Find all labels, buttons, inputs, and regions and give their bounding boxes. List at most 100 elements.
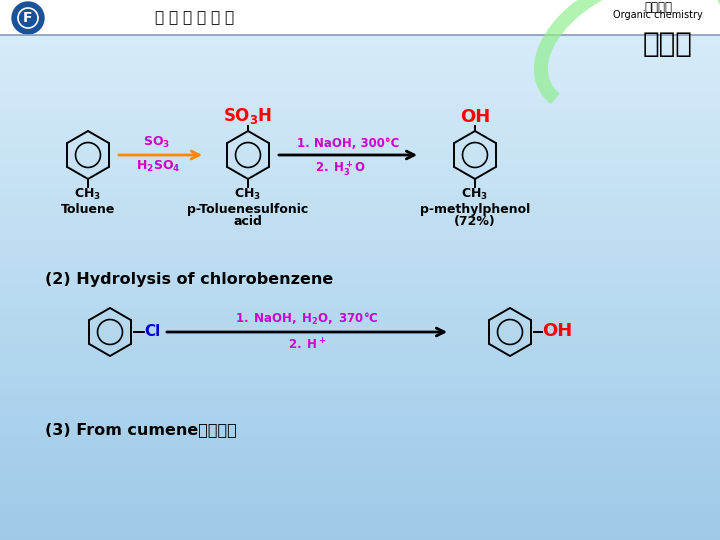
Bar — [0, 344, 720, 345]
Bar — [0, 1, 720, 2]
Bar — [0, 471, 720, 472]
Bar — [0, 235, 720, 236]
Bar — [0, 190, 720, 191]
Bar — [0, 145, 720, 146]
Bar — [0, 150, 720, 151]
Bar — [0, 463, 720, 464]
Bar — [0, 41, 720, 42]
Bar — [0, 398, 720, 399]
Bar — [0, 229, 720, 230]
Bar — [0, 343, 720, 344]
Bar — [0, 106, 720, 107]
Bar — [0, 7, 720, 8]
Bar — [0, 117, 720, 118]
Bar — [0, 23, 720, 24]
Bar — [0, 294, 720, 295]
Bar — [0, 3, 720, 4]
Bar — [0, 368, 720, 369]
Bar — [0, 126, 720, 127]
Bar — [0, 475, 720, 476]
Bar — [0, 532, 720, 533]
Bar — [0, 432, 720, 433]
Bar — [0, 47, 720, 48]
Bar — [0, 459, 720, 460]
Bar — [0, 4, 720, 5]
Bar — [0, 427, 720, 428]
Bar — [0, 253, 720, 254]
Bar — [0, 467, 720, 468]
Bar — [0, 19, 720, 20]
Bar — [0, 349, 720, 350]
Bar — [0, 29, 720, 30]
Bar — [0, 375, 720, 376]
Bar — [0, 49, 720, 50]
Bar — [0, 78, 720, 79]
Bar — [0, 479, 720, 480]
Bar — [0, 377, 720, 378]
Bar — [0, 9, 720, 10]
Bar — [0, 86, 720, 87]
Bar — [0, 485, 720, 486]
Bar — [0, 386, 720, 387]
Bar — [0, 518, 720, 519]
Bar — [0, 426, 720, 427]
Bar — [0, 127, 720, 128]
Bar — [0, 290, 720, 291]
Bar — [0, 99, 720, 100]
Bar — [0, 262, 720, 263]
Bar — [0, 133, 720, 134]
Bar — [0, 198, 720, 199]
Bar — [0, 250, 720, 251]
Bar — [0, 81, 720, 82]
Bar — [0, 378, 720, 379]
Bar — [0, 382, 720, 383]
Text: (72%): (72%) — [454, 215, 496, 228]
Bar — [0, 160, 720, 161]
Bar — [0, 0, 720, 1]
Bar — [0, 397, 720, 398]
Bar — [0, 312, 720, 313]
Bar — [0, 293, 720, 294]
Bar — [0, 69, 720, 70]
Bar — [0, 466, 720, 467]
Bar — [0, 446, 720, 447]
Bar — [0, 176, 720, 177]
Bar — [0, 243, 720, 244]
Bar — [0, 329, 720, 330]
Text: p-Toluenesulfonic: p-Toluenesulfonic — [187, 203, 309, 216]
Bar — [0, 440, 720, 441]
Bar — [0, 214, 720, 215]
Text: $\mathregular{2.\ H^+}$: $\mathregular{2.\ H^+}$ — [288, 337, 326, 352]
Bar — [0, 173, 720, 174]
Bar — [0, 111, 720, 112]
Bar — [0, 200, 720, 201]
Bar — [0, 420, 720, 421]
Bar — [0, 203, 720, 204]
Bar — [0, 217, 720, 218]
Bar — [0, 295, 720, 296]
Bar — [0, 225, 720, 226]
Bar — [0, 428, 720, 429]
Bar — [0, 400, 720, 401]
Bar — [0, 522, 720, 523]
Bar — [0, 396, 720, 397]
Bar — [0, 45, 720, 46]
Bar — [0, 268, 720, 269]
Bar — [0, 154, 720, 155]
Bar — [0, 163, 720, 164]
Bar — [0, 328, 720, 329]
Bar — [0, 393, 720, 394]
Bar — [0, 322, 720, 323]
Bar — [0, 135, 720, 136]
Bar — [0, 493, 720, 494]
Text: acid: acid — [233, 215, 262, 228]
Bar — [0, 107, 720, 108]
Bar — [0, 207, 720, 208]
Bar — [0, 366, 720, 367]
Bar — [0, 222, 720, 223]
Bar — [0, 495, 720, 496]
Bar — [0, 409, 720, 410]
Bar — [0, 454, 720, 455]
Bar — [0, 457, 720, 458]
Bar — [0, 27, 720, 28]
